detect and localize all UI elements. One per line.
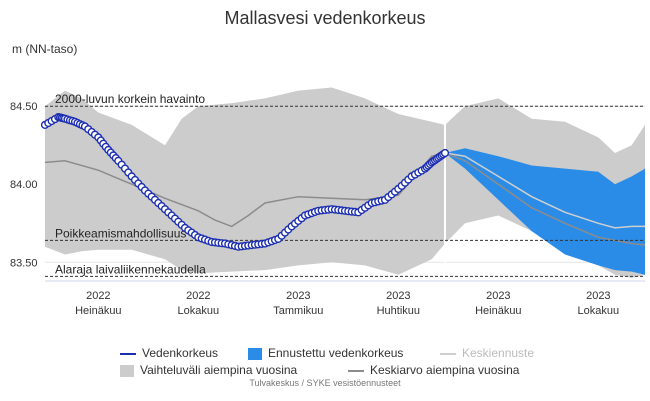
- legend-label-water-level: Vedenkorkeus: [142, 346, 219, 360]
- x-tick-month: Heinäkuu: [475, 305, 521, 317]
- x-tick-month: Heinäkuu: [75, 305, 121, 317]
- legend-label-forecast: Ennustettu vedenkorkeus: [268, 346, 404, 360]
- legend-swatch-range: [120, 364, 134, 377]
- y-axis-label: m (NN-taso): [12, 42, 78, 56]
- legend-swatch-water-level: [120, 352, 136, 355]
- legend-label-forecast-mean: Keskiennuste: [462, 346, 535, 360]
- x-tick-year: 2023: [486, 290, 510, 302]
- legend-label-mean-prev: Keskiarvo aiempina vuosina: [370, 363, 520, 377]
- y-tick-label: 83.50: [10, 257, 38, 269]
- reference-line-label: Alaraja laivaliikennekaudella: [55, 262, 206, 276]
- y-tick-label: 84.50: [10, 101, 38, 113]
- chart-title: Mallasvesi vedenkorkeus: [224, 8, 426, 28]
- legend-item-forecast[interactable]: Ennustettu vedenkorkeus: [248, 346, 403, 360]
- legend-swatch-forecast-mean: [440, 352, 456, 355]
- x-tick-year: 2023: [586, 290, 610, 302]
- mean-prev-line: [44, 152, 646, 246]
- credits[interactable]: Tulvakeskus / SYKE vesistöennusteet: [249, 378, 401, 388]
- reference-line-label: 2000-luvun korkein havainto: [55, 92, 205, 106]
- x-tick-month: Tammikuu: [273, 305, 323, 317]
- legend-swatch-mean-prev: [348, 369, 364, 372]
- water-level-point: [440, 148, 450, 158]
- x-tick-year: 2022: [186, 290, 210, 302]
- chart-plot: 2000-luvun korkein havainto Poikkeamismah…: [10, 87, 646, 317]
- x-tick-year: 2022: [86, 290, 110, 302]
- x-tick-month: Lokakuu: [578, 305, 620, 317]
- reference-line-label: Poikkeamismahdollisuus: [55, 226, 186, 240]
- legend-swatch-forecast: [248, 347, 262, 360]
- legend-label-range: Vaihteluväli aiempina vuosina: [140, 363, 298, 377]
- legend-item-forecast-mean[interactable]: Keskiennuste: [440, 346, 534, 360]
- x-tick-year: 2023: [286, 290, 310, 302]
- x-tick-month: Huhtikuu: [377, 305, 420, 317]
- forecast-mean-line: [444, 152, 645, 229]
- y-tick-label: 84.00: [10, 179, 38, 191]
- legend-item-water-level[interactable]: Vedenkorkeus: [120, 346, 218, 360]
- legend-item-range[interactable]: Vaihteluväli aiempina vuosina: [120, 363, 297, 377]
- legend-item-mean-prev[interactable]: Keskiarvo aiempina vuosina: [348, 363, 519, 377]
- x-tick-year: 2023: [386, 290, 410, 302]
- forecast-band: [445, 148, 645, 275]
- x-tick-month: Lokakuu: [178, 305, 220, 317]
